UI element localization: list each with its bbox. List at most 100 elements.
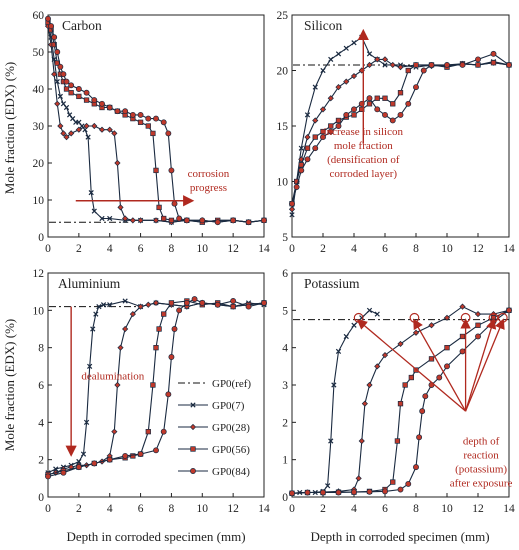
- arrow-icon: [356, 319, 467, 412]
- data-point: [358, 437, 365, 445]
- data-point: [420, 67, 427, 74]
- data-point: [343, 333, 349, 340]
- y-tick-label: 0: [282, 492, 288, 504]
- data-point: [366, 51, 373, 57]
- data-point: [506, 307, 512, 314]
- data-point: [129, 217, 136, 224]
- data-point: [355, 475, 362, 482]
- data-point: [60, 71, 67, 78]
- data-point: [422, 393, 429, 400]
- data-point: [298, 162, 304, 168]
- data-point: [190, 468, 196, 474]
- data-point: [382, 62, 388, 68]
- annotation-text: corrosion: [188, 168, 230, 180]
- data-point: [168, 300, 175, 306]
- data-point: [475, 322, 481, 328]
- data-point: [289, 212, 295, 218]
- x-tick-label: 6: [382, 503, 388, 515]
- data-point: [76, 458, 82, 465]
- data-point: [145, 123, 151, 129]
- panel-title: Silicon: [304, 18, 343, 33]
- x-tick-label: 2: [76, 243, 82, 255]
- x-tick-label: 4: [351, 243, 357, 255]
- data-point: [245, 219, 252, 226]
- data-point: [57, 122, 64, 130]
- data-point: [230, 217, 237, 224]
- data-point: [91, 460, 98, 467]
- data-point: [413, 62, 419, 68]
- data-point: [63, 86, 70, 92]
- x-tick-label: 12: [472, 243, 484, 255]
- data-point: [490, 60, 497, 66]
- data-point: [63, 134, 70, 141]
- data-point: [51, 71, 58, 78]
- data-point: [168, 167, 175, 174]
- x-tick-label: 8: [413, 503, 419, 515]
- data-point: [350, 72, 358, 80]
- x-tick-label: 12: [472, 503, 484, 515]
- data-point: [76, 93, 82, 100]
- data-point: [298, 145, 304, 151]
- data-point: [325, 483, 331, 489]
- data-point: [99, 100, 105, 107]
- data-point: [397, 64, 404, 71]
- data-point: [394, 438, 401, 444]
- data-point: [68, 82, 75, 89]
- plot-frame: [47, 14, 265, 238]
- data-point: [374, 95, 380, 101]
- data-point: [51, 41, 57, 48]
- data-point: [161, 215, 167, 222]
- x-tick-label: 8: [413, 243, 419, 255]
- y-tick-label: 5: [282, 232, 288, 244]
- data-point: [298, 167, 305, 174]
- data-point: [176, 215, 183, 222]
- x-tick-label: 12: [227, 503, 239, 515]
- data-point: [304, 134, 311, 141]
- data-point: [288, 206, 296, 213]
- panel-title: Carbon: [62, 18, 102, 33]
- data-point: [137, 119, 144, 125]
- panel-title: Aluminium: [58, 276, 121, 291]
- data-point: [122, 298, 128, 304]
- data-point: [459, 348, 466, 355]
- annotation-text: (potassium): [455, 464, 507, 476]
- data-point: [397, 90, 404, 96]
- data-point: [351, 40, 357, 46]
- data-point: [150, 130, 156, 137]
- data-point: [75, 464, 82, 471]
- x-tick-label: 10: [197, 503, 209, 515]
- data-point: [114, 108, 121, 115]
- x-tick-label: 0: [289, 503, 295, 515]
- data-point: [397, 401, 404, 407]
- data-point: [137, 217, 144, 224]
- annotation-text: corroded layer): [330, 168, 398, 180]
- data-point: [289, 200, 295, 207]
- annotation-text: dealumination: [81, 370, 144, 382]
- data-point: [397, 486, 404, 493]
- x-tick-label: 14: [258, 503, 270, 515]
- legend-item: GP0(7): [178, 400, 245, 412]
- data-point: [405, 67, 411, 74]
- data-point: [436, 374, 443, 381]
- data-point: [374, 56, 381, 63]
- aluminium-panel: 0 2 4 6 8 10 12 14 0 2 4 6 8 10 12 Aluminium dealuminati…: [33, 268, 271, 515]
- data-point: [122, 215, 129, 222]
- x-tick-label: 14: [258, 243, 270, 255]
- data-point: [152, 299, 160, 306]
- y-tick-label: 5: [282, 305, 288, 317]
- y-tick-label: 12: [33, 268, 45, 280]
- y-tick-label: 2: [38, 455, 44, 467]
- data-point: [304, 112, 311, 118]
- series-line: [47, 22, 265, 223]
- panel-title: Potassium: [304, 276, 360, 291]
- data-point: [428, 356, 435, 362]
- data-point: [304, 156, 311, 163]
- data-point: [366, 488, 373, 495]
- data-point: [320, 134, 326, 141]
- data-point: [57, 63, 64, 70]
- data-point: [459, 303, 466, 310]
- data-point: [230, 303, 236, 310]
- data-point: [381, 56, 389, 63]
- y-tick-label: 2: [282, 417, 288, 429]
